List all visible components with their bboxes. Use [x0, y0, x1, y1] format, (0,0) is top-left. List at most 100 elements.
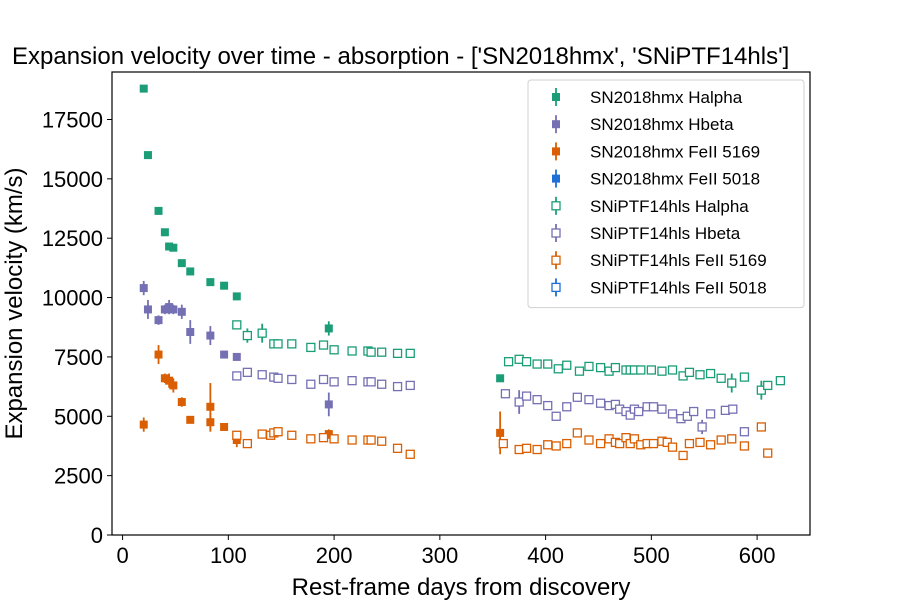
data-point: [716, 435, 726, 445]
data-point: [242, 438, 253, 449]
data-point: [521, 391, 532, 401]
data-point: [324, 400, 333, 409]
series-1: [139, 280, 333, 417]
data-point: [257, 328, 267, 338]
data-point: [634, 406, 644, 417]
x-tick-label: 100: [210, 543, 247, 568]
data-point: [232, 292, 241, 301]
legend-marker: [552, 120, 560, 129]
data-point: [667, 365, 678, 375]
data-point: [242, 330, 253, 341]
data-point: [392, 381, 403, 392]
data-point: [186, 327, 195, 336]
data-point: [154, 316, 163, 325]
data-point: [306, 342, 316, 353]
data-point: [405, 348, 415, 359]
legend-marker: [552, 147, 560, 156]
data-point: [306, 434, 316, 444]
y-tick-label: 15000: [42, 167, 103, 192]
data-point: [169, 381, 178, 390]
series-5: [232, 367, 750, 437]
data-point: [595, 362, 606, 373]
data-point: [662, 437, 672, 448]
data-point: [347, 346, 357, 356]
data-point: [614, 438, 625, 449]
series-0: [139, 84, 505, 383]
data-point: [648, 402, 659, 412]
data-point: [595, 398, 606, 408]
data-point: [756, 385, 767, 395]
data-point: [220, 422, 229, 431]
y-axis-label: Expansion velocity (km/s): [1, 167, 28, 439]
data-point: [273, 339, 283, 349]
data-point: [646, 365, 657, 375]
y-axis: 0 2500 5000 7500 10000 12500 15000 17500: [42, 107, 112, 548]
series-2: [139, 345, 505, 455]
data-point: [347, 376, 357, 386]
data-point: [206, 278, 215, 287]
data-point: [377, 379, 387, 389]
data-point: [165, 242, 174, 251]
y-tick-label: 7500: [54, 345, 103, 370]
data-point: [366, 435, 376, 445]
plot-frame: [111, 71, 811, 536]
data-point: [287, 430, 297, 440]
data-point: [739, 427, 750, 437]
data-point: [318, 374, 329, 385]
data-point: [160, 228, 169, 237]
legend-marker: [551, 201, 561, 211]
data-point: [562, 438, 572, 449]
data-point: [695, 437, 705, 448]
data-point: [329, 434, 339, 444]
data-point: [763, 380, 773, 391]
data-point: [318, 433, 329, 443]
data-point: [287, 374, 297, 385]
data-point: [324, 430, 333, 439]
data-point: [695, 370, 705, 380]
legend-marker: [552, 174, 560, 183]
legend-label: SN2018hmx FeII 5018: [590, 170, 760, 189]
data-point: [572, 428, 582, 438]
data-point: [584, 395, 594, 405]
x-tick-label: 500: [633, 543, 670, 568]
y-tick-label: 10000: [42, 286, 103, 311]
data-point: [160, 305, 169, 314]
data-point: [377, 347, 387, 357]
data-point: [154, 350, 163, 359]
legend-item: SNiPTF14hls FeII 5018: [551, 278, 767, 297]
legend-label: SNiPTF14hls FeII 5169: [590, 251, 767, 270]
data-point: [496, 428, 505, 437]
data-point: [169, 305, 178, 314]
data-point: [273, 373, 283, 383]
data-point: [728, 404, 738, 414]
legend-item: SN2018hmx Halpha: [552, 88, 743, 107]
data-point: [377, 436, 387, 446]
data-point: [610, 362, 621, 373]
legend-item: SN2018hmx Hbeta: [552, 115, 734, 134]
data-point: [206, 331, 215, 340]
data-point: [553, 364, 563, 374]
data-point: [139, 420, 148, 429]
data-point: [287, 339, 297, 349]
data-point: [543, 400, 553, 411]
data-point: [657, 404, 667, 414]
plot-marks: [139, 84, 786, 461]
data-point: [636, 365, 646, 375]
data-point: [739, 372, 750, 382]
data-point: [521, 357, 532, 367]
data-point: [366, 347, 376, 357]
data-point: [165, 303, 174, 312]
x-tick-label: 200: [316, 543, 353, 568]
data-point: [689, 406, 699, 417]
legend-marker: [551, 228, 561, 238]
data-point: [392, 443, 403, 453]
data-point: [273, 427, 283, 437]
legend-item: SNiPTF14hls Hbeta: [551, 224, 741, 243]
legend-box: [527, 79, 805, 309]
data-point: [562, 402, 572, 412]
data-point: [716, 373, 726, 383]
y-tick-label: 5000: [54, 404, 103, 429]
data-point: [684, 367, 695, 378]
chart-title: Expansion velocity over time - absorptio…: [12, 43, 789, 70]
data-point: [739, 441, 750, 451]
